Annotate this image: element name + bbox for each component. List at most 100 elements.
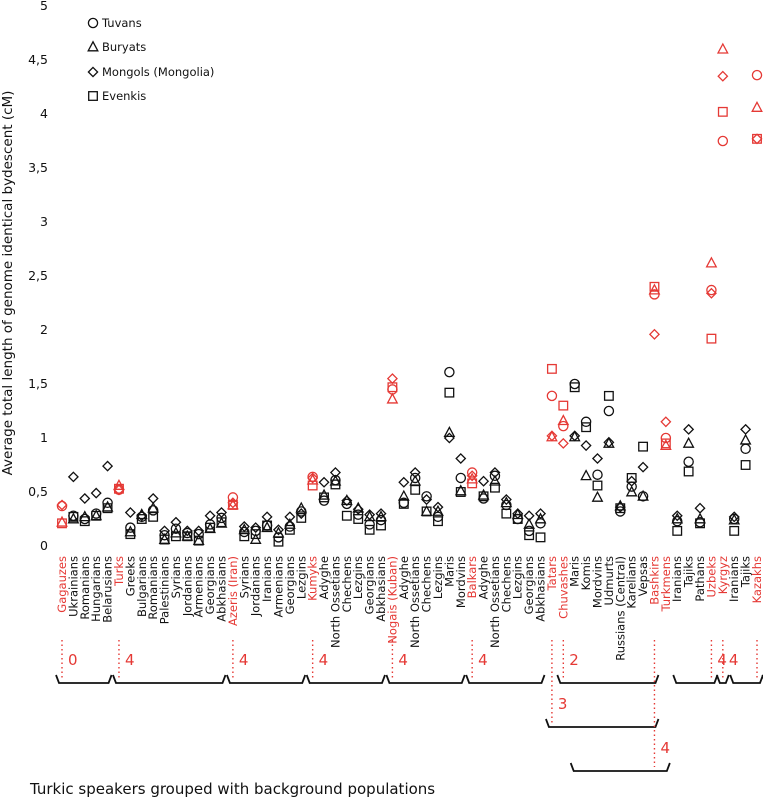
data-point	[580, 416, 592, 428]
population-label: Kyrgyz	[716, 556, 730, 594]
population-label: Armenians	[192, 556, 206, 617]
population-label: North Ossetians	[488, 556, 502, 648]
data-point	[716, 42, 729, 54]
data-point	[352, 503, 364, 515]
data-point	[147, 492, 159, 504]
data-point	[193, 525, 205, 537]
data-point	[717, 70, 729, 82]
data-point	[671, 510, 683, 522]
data-point	[614, 501, 626, 513]
data-point	[523, 510, 535, 522]
data-point	[261, 521, 273, 533]
data-point	[490, 482, 500, 493]
data-point	[125, 529, 136, 540]
group-bracket	[556, 674, 660, 684]
data-point	[592, 480, 603, 491]
data-point	[466, 470, 478, 482]
data-point	[113, 484, 125, 496]
population-label: Tatars	[545, 556, 559, 591]
data-point	[546, 390, 558, 402]
population-label: Azeris (Iran)	[226, 556, 240, 626]
data-point	[273, 536, 284, 547]
data-point	[375, 508, 387, 520]
data-point	[581, 422, 592, 433]
group-count-label: 4	[717, 651, 727, 669]
legend-label: Tuvans	[101, 16, 142, 30]
population-label: Jordanians	[180, 556, 194, 617]
data-point	[524, 530, 535, 541]
data-point	[648, 283, 661, 295]
data-point	[386, 392, 399, 404]
group-bracket	[305, 674, 386, 684]
data-point	[717, 106, 728, 117]
data-point	[546, 363, 557, 374]
data-point	[638, 441, 649, 452]
data-point	[682, 436, 695, 448]
data-point	[205, 522, 216, 533]
population-label: Mordvins	[590, 556, 604, 608]
population-label: Chechens	[340, 556, 354, 612]
data-point	[421, 494, 433, 506]
group-count-label: 2	[569, 651, 579, 669]
population-label: Georgians	[522, 556, 536, 614]
group-count-label: 0	[68, 651, 78, 669]
population-label: Georgians	[203, 556, 217, 614]
group-count-label: 4	[660, 739, 670, 757]
data-point	[454, 484, 467, 496]
population-label: Maris	[442, 556, 456, 587]
data-point	[557, 414, 570, 426]
population-label: Bulgarians	[135, 556, 149, 617]
data-point	[546, 430, 558, 442]
data-point	[695, 518, 705, 529]
population-label: Syrians	[169, 556, 183, 598]
y-tick-label: 1	[40, 430, 48, 445]
population-label: Abkhasians	[534, 556, 548, 622]
data-point	[387, 382, 398, 393]
data-point	[432, 501, 444, 513]
data-point	[672, 525, 683, 536]
data-point	[67, 471, 79, 483]
population-label: Chechens	[499, 556, 513, 612]
y-tick-label: 3,5	[28, 160, 48, 175]
data-point	[341, 510, 352, 521]
data-point	[319, 492, 329, 503]
data-point	[318, 476, 330, 488]
data-point	[649, 281, 660, 292]
group-count-label: 4	[239, 651, 249, 669]
data-point	[262, 520, 273, 531]
data-point	[91, 510, 102, 521]
legend-label: Evenkis	[102, 89, 146, 103]
group-count-label: 4	[125, 651, 135, 669]
data-point	[455, 472, 467, 484]
group-bracket	[226, 674, 307, 684]
data-point	[603, 405, 615, 417]
data-point	[558, 400, 569, 411]
data-point	[261, 511, 273, 523]
population-label: Iranians	[670, 556, 684, 602]
data-point	[170, 523, 182, 534]
population-labels: GagauzesUkrainiansRomaniansHungariansBel…	[55, 556, 763, 661]
data-point	[102, 503, 113, 514]
data-point	[250, 522, 262, 534]
group-bracket	[715, 674, 730, 684]
data-point	[660, 438, 671, 449]
population-label: Uzbeks	[704, 556, 718, 597]
y-tick-label: 1,5	[28, 376, 48, 391]
data-point	[512, 508, 524, 520]
data-point	[409, 472, 421, 484]
data-point	[740, 460, 751, 470]
legend-marker	[88, 91, 98, 101]
legend-label: Mongols (Mongolia)	[102, 65, 214, 79]
data-point	[648, 328, 660, 340]
legend-label: Buryats	[102, 40, 146, 54]
data-point	[569, 430, 581, 442]
group-count-label: 4	[478, 651, 488, 669]
data-point	[501, 508, 512, 519]
data-point	[591, 453, 604, 465]
group-bracket	[385, 674, 466, 684]
data-point	[467, 478, 478, 489]
data-point	[751, 100, 763, 112]
population-label: Adyghe	[397, 556, 411, 599]
y-tick-label: 4,5	[28, 52, 48, 67]
